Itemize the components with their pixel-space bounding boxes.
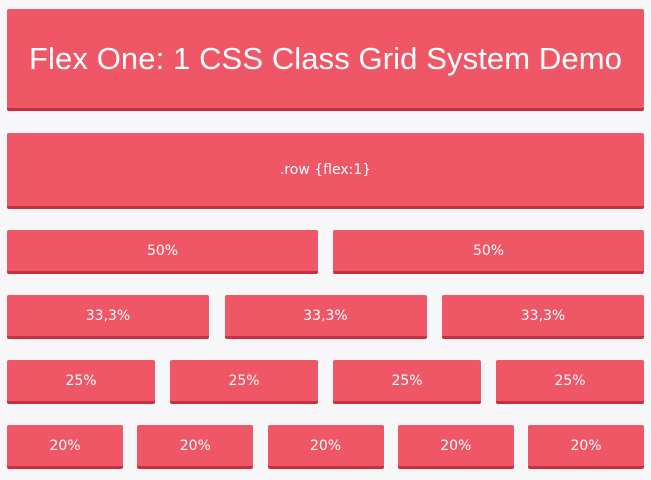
grid-cell-33: 33,3% (7, 295, 209, 339)
demo-container: Flex One: 1 CSS Class Grid System Demo .… (7, 9, 644, 469)
page-title: Flex One: 1 CSS Class Grid System Demo (7, 9, 644, 111)
grid-cell-25: 25% (496, 360, 644, 404)
grid-row-quarters: 25% 25% 25% 25% (7, 360, 644, 404)
grid-cell-20: 20% (397, 425, 514, 469)
grid-cell-20: 20% (528, 425, 644, 469)
grid-cell-20: 20% (267, 425, 384, 469)
grid-row-thirds: 33,3% 33,3% 33,3% (7, 295, 644, 339)
grid-row-fifths: 20% 20% 20% 20% 20% (7, 425, 644, 469)
grid-cell-25: 25% (333, 360, 481, 404)
grid-cell-20: 20% (7, 425, 123, 469)
grid-cell-20: 20% (137, 425, 254, 469)
grid-cell-33: 33,3% (224, 295, 427, 339)
grid-cell-33: 33,3% (442, 295, 644, 339)
grid-cell-50: 50% (333, 230, 644, 274)
full-width-row: .row {flex:1} (7, 133, 644, 209)
grid-cell-50: 50% (7, 230, 318, 274)
grid-cell-25: 25% (7, 360, 155, 404)
grid-cell-25: 25% (170, 360, 318, 404)
grid-row-halves: 50% 50% (7, 230, 644, 274)
